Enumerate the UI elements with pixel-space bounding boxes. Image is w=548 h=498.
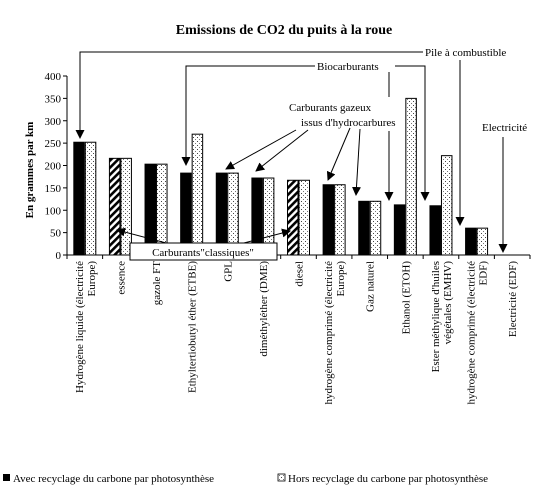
chart-title: Emissions de CO2 du puits à la roue	[176, 23, 392, 38]
legend-swatch-avec	[3, 474, 10, 481]
x-tick-label: diméthyléther (DME)	[258, 261, 270, 357]
annotation-biocarburants-label: Biocarburants	[317, 61, 379, 73]
x-tick-label: diesel	[294, 261, 306, 287]
bar-hors-recyclage	[334, 184, 346, 256]
x-tick-labels: Hydrogène liquide (électricité Europe) ess…	[74, 261, 519, 405]
bar-avec-recyclage	[287, 179, 299, 256]
x-tick-label-line: diesel	[294, 261, 306, 287]
bar-avec-recyclage	[322, 184, 335, 256]
x-tick-label: Ester méthylique d'huiles végétales (EMHV…	[430, 261, 454, 373]
annotation-carburants-classiques: Carburants"classiques"	[116, 227, 291, 261]
bar-hors-recyclage	[369, 200, 382, 256]
x-tick-label: Ethyltertiobutyl éther (ETBE)	[187, 261, 199, 393]
legend-swatch-hors	[277, 473, 286, 482]
bar-avec-recyclage	[465, 227, 477, 256]
x-tick-label-line: Ester méthylique d'huiles	[430, 261, 442, 372]
annotation-classiques-label: Carburants"classiques"	[152, 247, 254, 259]
bar-avec-recyclage	[144, 163, 157, 256]
bar-avec-recyclage	[73, 141, 85, 256]
y-tick-label: 0	[56, 250, 62, 262]
bar-hors-recyclage	[476, 227, 489, 256]
x-tick-label-line: GPL	[222, 261, 234, 282]
y-tick-label: 100	[45, 205, 62, 217]
legend-label-avec: Avec recyclage du carbone par photosynth…	[13, 473, 214, 485]
x-tick-label-line: Ethanol (ETOH)	[400, 261, 412, 335]
y-tick-label: 400	[45, 71, 62, 83]
x-tick-label: essence	[115, 261, 127, 295]
annotation-pile-label: Pile à combustible	[425, 47, 506, 59]
x-tick-label-line: Europe)	[335, 261, 347, 297]
x-tick-label-line: Europe)	[86, 261, 98, 297]
y-tick-label: 150	[45, 183, 62, 195]
x-tick-label-line: Hydrogène liquide (électricité	[74, 261, 86, 393]
annotation-electricite-label: Electricité	[482, 122, 527, 134]
x-tick-label-line: hydrogène comprimé (électricité	[323, 261, 335, 405]
annotation-carburants-gazeux: Carburants gazeux issus d'hydrocarbures	[225, 97, 402, 196]
annotation-gazeux-line1: Carburants gazeux	[289, 102, 372, 114]
annotation-pile-a-combustible: Pile à combustible	[75, 45, 521, 226]
bar-avec-recyclage	[429, 205, 441, 256]
y-axis-label: En grammes par km	[24, 122, 36, 219]
bar-hors-recyclage	[298, 179, 310, 256]
x-tick-label: hydrogène comprimé (électricité Europe)	[323, 261, 347, 405]
y-tick-label: 250	[45, 138, 62, 150]
annotations: Pile à combustible Biocarburants Carbura…	[75, 45, 527, 261]
bar-avec-recyclage	[108, 157, 121, 256]
legend-label-hors: Hors recyclage du carbone par photosynth…	[288, 473, 488, 485]
x-tick-label-line: Ethyltertiobutyl éther (ETBE)	[187, 261, 199, 393]
x-tick-label: Gaz naturel	[365, 261, 377, 312]
x-tick-label: Hydrogène liquide (électricité Europe)	[74, 261, 98, 393]
y-tick-label: 50	[50, 228, 62, 240]
bar-avec-recyclage	[393, 204, 406, 256]
y-tick-label: 350	[45, 93, 62, 105]
annotation-gazeux-line2: issus d'hydrocarbures	[301, 117, 396, 129]
annotation-electricite: Electricité	[482, 122, 527, 253]
bars	[73, 97, 489, 256]
legend: Avec recyclage du carbone par photosynth…	[3, 473, 488, 485]
bar-hors-recyclage	[120, 157, 132, 256]
bar-hors-recyclage	[440, 155, 453, 256]
x-tick-label-line: Gaz naturel	[365, 261, 377, 312]
bar-hors-recyclage	[405, 97, 417, 256]
x-tick-label: Ethanol (ETOH)	[400, 261, 412, 335]
x-tick-label: hydrogène comprimé (électricité EDF)	[466, 261, 490, 405]
x-tick-label: Electricité (EDF)	[507, 261, 519, 337]
x-tick-label-line: gazole FT	[151, 261, 163, 306]
bar-hors-recyclage	[84, 141, 97, 256]
y-tick-label: 200	[45, 161, 62, 173]
x-tick-label-line: essence	[115, 261, 127, 295]
x-tick-label-line: EDF)	[478, 261, 490, 286]
annotation-biocarburants: Biocarburants	[181, 61, 430, 201]
x-tick-label-line: végétales (EMHV)	[442, 261, 454, 345]
bar-hors-recyclage	[191, 133, 204, 256]
bar-avec-recyclage	[358, 200, 370, 256]
x-tick-label-line: Electricité (EDF)	[507, 261, 519, 337]
x-tick-label: gazole FT	[151, 261, 163, 306]
x-tick-label-line: hydrogène comprimé (électricité	[466, 261, 478, 405]
x-tick-label: GPL	[222, 261, 234, 282]
y-tick-label: 300	[45, 116, 62, 128]
x-tick-label-line: diméthyléther (DME)	[258, 261, 270, 357]
